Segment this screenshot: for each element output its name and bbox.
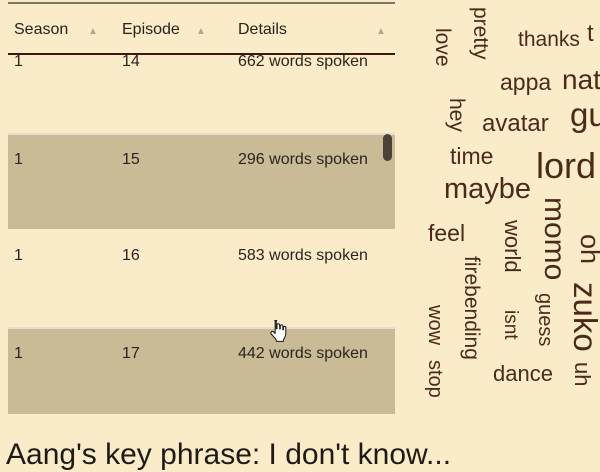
wordcloud-word: t xyxy=(587,20,594,47)
wordcloud-word: feel xyxy=(428,220,466,246)
episode-cell: 16 xyxy=(122,247,140,264)
details-cell: 296 words spoken xyxy=(238,151,368,168)
episode-cell: 17 xyxy=(122,345,140,362)
table-row[interactable]: 1 14 662 words spoken xyxy=(8,55,395,131)
wordcloud-word: dance xyxy=(493,361,553,386)
episode-cell: 14 xyxy=(122,55,140,70)
wordcloud-word: lord xyxy=(536,145,597,186)
wordcloud-word: guess xyxy=(534,293,556,347)
wordcloud-word: maybe xyxy=(444,173,532,205)
table-top-border xyxy=(8,2,395,4)
table-row[interactable]: 1 17 442 words spoken xyxy=(8,327,395,414)
wordcloud-word: avatar xyxy=(482,110,549,137)
table-row[interactable]: 1 15 296 words spoken xyxy=(8,133,395,229)
column-header-season[interactable]: Season xyxy=(14,21,69,38)
wordcloud-word: zuko xyxy=(567,282,600,352)
mouse-cursor-icon xyxy=(270,320,287,342)
scrollbar-thumb[interactable] xyxy=(383,134,392,161)
wordcloud-word: appa xyxy=(500,69,552,95)
wordcloud-word: nat xyxy=(562,64,600,95)
table-row[interactable]: 1 16 583 words spoken xyxy=(8,229,395,325)
season-cell: 1 xyxy=(14,247,23,264)
wordcloud-word: oh xyxy=(575,234,600,265)
episode-cell: 15 xyxy=(122,151,140,168)
wordcloud-word: pretty xyxy=(469,7,492,60)
season-cell: 1 xyxy=(14,345,23,362)
wordcloud-word: momo xyxy=(538,197,571,281)
wordcloud-word: hey xyxy=(445,98,468,132)
wordcloud-word: isnt xyxy=(500,310,521,340)
key-phrase-caption: Aang's key phrase: I don't know... xyxy=(6,438,452,471)
season-cell: 1 xyxy=(14,55,23,70)
wordcloud-word: gu xyxy=(570,96,600,133)
season-cell: 1 xyxy=(14,151,23,168)
column-header-details[interactable]: Details xyxy=(238,21,287,38)
sort-asc-icon[interactable]: ▲ xyxy=(88,26,98,37)
details-cell: 442 words spoken xyxy=(238,345,368,362)
wordcloud-word: stop xyxy=(424,360,446,398)
details-cell: 583 words spoken xyxy=(238,247,368,264)
sort-asc-icon[interactable]: ▲ xyxy=(376,26,386,37)
wordcloud-word: world xyxy=(500,220,525,273)
wordcloud-word: wow xyxy=(424,305,446,346)
sort-asc-icon[interactable]: ▲ xyxy=(196,26,206,37)
wordcloud-word: uh xyxy=(570,362,595,387)
table-header: Season ▲ Episode ▲ Details ▲ xyxy=(8,0,395,55)
wordcloud-word: thanks xyxy=(518,28,580,51)
wordcloud-word: firebending xyxy=(460,256,483,360)
column-header-episode[interactable]: Episode xyxy=(122,21,180,38)
wordcloud-word: love xyxy=(431,28,454,67)
table-body: 1 14 662 words spoken 1 15 296 words spo… xyxy=(8,55,395,414)
episode-table: Season ▲ Episode ▲ Details ▲ 1 14 662 wo… xyxy=(8,0,395,414)
details-cell: 662 words spoken xyxy=(238,55,368,70)
wordcloud-word: time xyxy=(450,143,494,169)
